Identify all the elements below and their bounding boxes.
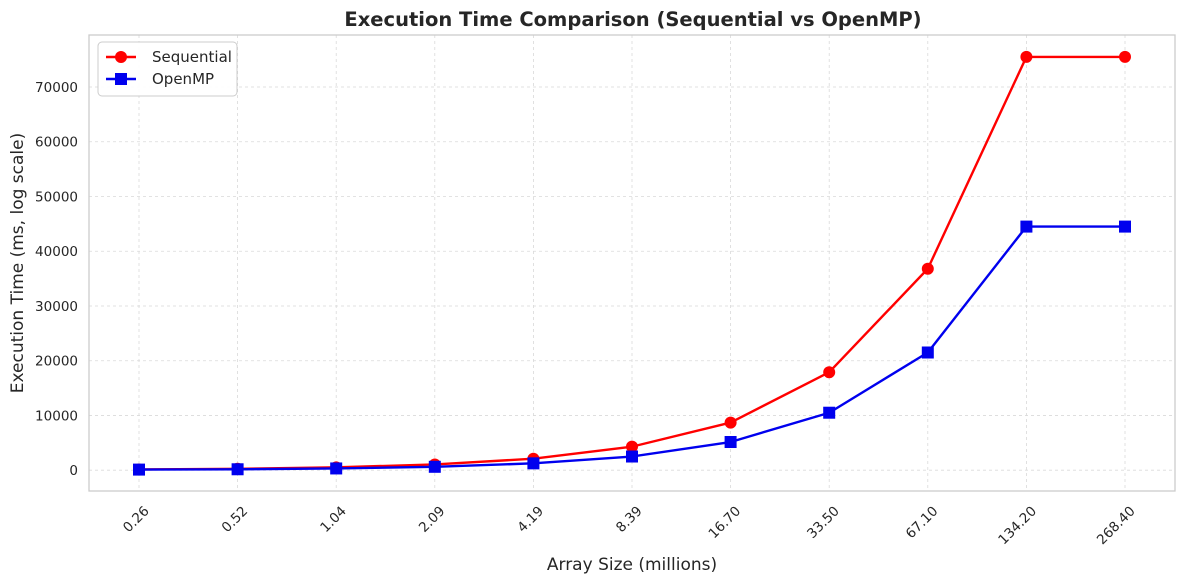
data-point: [921, 262, 934, 275]
y-tick-label: 60000: [35, 135, 78, 151]
x-tick-label: 0.26: [120, 503, 153, 536]
legend-label: Sequential: [152, 48, 232, 66]
data-point: [626, 440, 638, 453]
legend-label: OpenMP: [152, 70, 214, 88]
data-point: [724, 416, 737, 429]
legend-marker: [115, 73, 127, 85]
data-point: [823, 406, 836, 419]
y-tick-label: 20000: [35, 354, 78, 370]
x-axis-ticks: 0.26 0.52 1.04 2.09 4.19 8.39 16.70 33.50 67.10 1…: [120, 503, 1139, 548]
data-point: [1119, 220, 1131, 233]
data-point: [231, 463, 244, 476]
legend-item: Sequential: [106, 48, 232, 66]
legend-box: [97, 41, 238, 97]
legend-marker: [115, 51, 127, 63]
x-tick-label: 0.52: [219, 503, 252, 536]
data-point: [133, 463, 145, 476]
x-tick-label: 4.19: [514, 503, 547, 536]
y-tick-label: 40000: [35, 244, 78, 260]
x-tick-label: 134.20: [995, 503, 1040, 548]
x-axis-title: Array Size (millions): [547, 555, 717, 575]
y-tick-label: 30000: [35, 299, 78, 315]
y-tick-label: 0: [69, 463, 78, 479]
grid: [89, 35, 1175, 491]
y-tick-label: 50000: [35, 189, 78, 205]
plot-frame: [88, 34, 1176, 492]
y-axis-ticks: 0 10000 20000 30000 40000 50000 60000 70000: [35, 80, 78, 479]
data-point: [626, 450, 638, 463]
series-openmp: [133, 220, 1131, 476]
x-tick-label: 67.10: [903, 503, 942, 542]
data-point: [1020, 220, 1033, 233]
legend-item: OpenMP: [106, 70, 214, 88]
y-axis-title: Execution Time (ms, log scale): [8, 133, 28, 393]
x-tick-label: 16.70: [706, 503, 745, 542]
x-tick-label: 33.50: [804, 503, 843, 542]
data-point: [527, 457, 540, 470]
x-tick-label: 2.09: [416, 503, 449, 536]
x-tick-label: 268.40: [1094, 503, 1139, 548]
legend: Sequential OpenMP: [97, 41, 238, 97]
data-point: [823, 366, 836, 379]
x-tick-label: 1.04: [317, 503, 350, 536]
y-tick-label: 70000: [35, 80, 78, 96]
y-tick-label: 10000: [35, 408, 78, 424]
data-point: [724, 436, 737, 449]
series-layer: [133, 50, 1131, 476]
data-point: [428, 460, 441, 473]
data-point: [921, 346, 934, 359]
data-point: [330, 462, 343, 475]
x-tick-label: 8.39: [613, 503, 646, 536]
data-point: [1119, 50, 1131, 63]
chart-title: Execution Time Comparison (Sequential vs…: [344, 8, 921, 31]
data-point: [1020, 50, 1033, 63]
